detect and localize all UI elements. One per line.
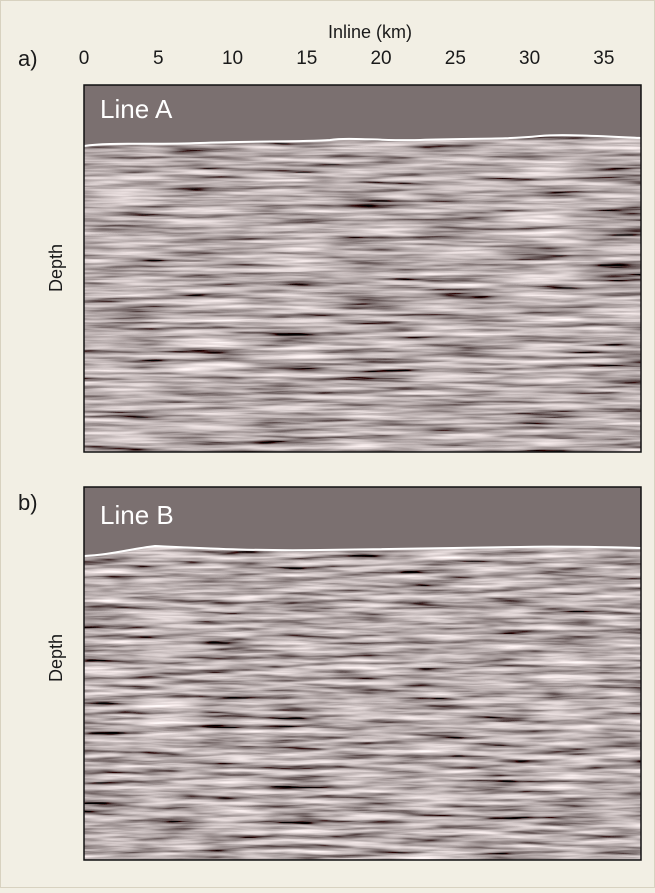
x-tick-label: 5 [153,48,164,69]
x-tick-label: 25 [445,48,466,69]
panel-label: b) [18,490,38,515]
x-tick-label: 15 [296,48,317,69]
seafloor [83,544,642,557]
water-layer [84,85,641,146]
y-axis-label: Depth [46,244,66,292]
panel-title: Line B [100,500,174,530]
panel-frame [83,486,642,861]
panel-label: a) [18,46,38,71]
x-tick-label: 10 [222,48,243,69]
panel-frame [83,84,642,453]
x-tick-label: 30 [519,48,540,69]
x-axis-label: Inline (km) [328,22,412,42]
seismic-image [84,85,641,452]
y-axis-label: Depth [46,634,66,682]
x-tick-label: 20 [370,48,391,69]
x-ticks: 0 5 10 15 20 25 30 35 [79,48,615,69]
panel-title: Line A [100,94,173,124]
water-layer [84,487,641,556]
x-tick-label: 35 [593,48,614,69]
seafloor [83,134,642,147]
x-tick-label: 0 [79,48,90,69]
